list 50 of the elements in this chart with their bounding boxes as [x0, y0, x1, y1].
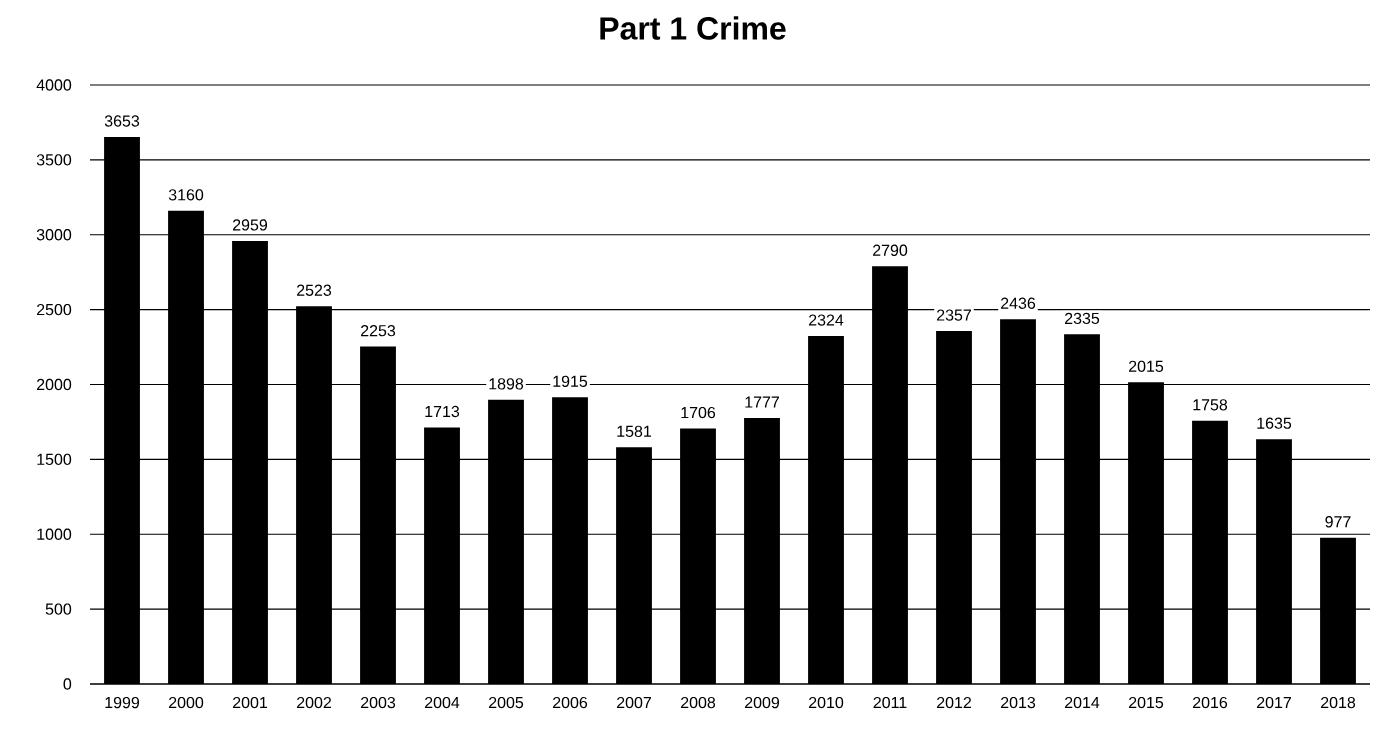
- data-label: 1898: [489, 378, 524, 390]
- x-tick-label: 2010: [809, 696, 844, 709]
- chart-title: Part 1 Crime: [600, 16, 786, 40]
- x-tick-label: 2000: [169, 696, 204, 709]
- data-label: 1635: [1257, 417, 1292, 429]
- data-label: 3653: [104, 115, 140, 127]
- data-label: 1758: [1193, 399, 1228, 411]
- x-tick-label: 2004: [425, 696, 460, 709]
- data-label: 2959: [233, 219, 268, 231]
- x-tick-label: 2006: [553, 696, 588, 709]
- x-tick-label: 2003: [361, 696, 396, 709]
- data-label: 2523: [297, 284, 332, 296]
- x-tick-label: 2014: [1065, 696, 1100, 709]
- y-tick-label: 0: [63, 678, 72, 690]
- x-tick-label: 2015: [1129, 696, 1164, 709]
- x-tick-label: 2001: [233, 696, 268, 709]
- x-tick-label: 2012: [937, 696, 971, 709]
- x-tick-label: 2009: [745, 696, 780, 709]
- x-tick-label: 2005: [489, 696, 524, 709]
- data-label: 1777: [745, 396, 779, 408]
- data-label: 2335: [1065, 312, 1100, 325]
- data-label: 977: [1325, 516, 1351, 528]
- x-tick-label: 2017: [1257, 696, 1291, 709]
- data-label: 1706: [681, 406, 716, 419]
- y-tick-label: 2500: [36, 303, 72, 316]
- y-tick-label: 1500: [37, 453, 72, 466]
- data-label: 2015: [1129, 360, 1164, 372]
- x-tick-label: 2007: [617, 696, 651, 709]
- x-tick-label: 1999: [105, 696, 140, 709]
- y-tick-label: 3000: [36, 229, 72, 241]
- data-label: 2357: [937, 309, 971, 321]
- data-label: 1713: [425, 405, 460, 418]
- data-label: 2436: [1001, 297, 1036, 309]
- x-tick-label: 2013: [1001, 696, 1036, 709]
- data-label: 3160: [168, 189, 204, 201]
- y-tick-label: 500: [45, 603, 72, 615]
- data-label: 1581: [617, 425, 652, 437]
- data-label: 2324: [809, 314, 844, 326]
- data-label: 2790: [873, 244, 908, 256]
- y-tick-label: 3500: [36, 154, 72, 166]
- y-tick-label: 2000: [36, 378, 72, 391]
- data-label: 1915: [553, 375, 588, 387]
- data-label: 2253: [361, 325, 396, 337]
- x-tick-label: 2011: [873, 696, 907, 709]
- x-tick-label: 2008: [681, 696, 716, 709]
- x-tick-label: 2018: [1321, 696, 1356, 709]
- x-tick-label: 2002: [297, 696, 331, 709]
- y-tick-label: 1000: [37, 528, 72, 540]
- y-tick-label: 4000: [36, 79, 72, 91]
- x-tick-label: 2016: [1193, 696, 1228, 709]
